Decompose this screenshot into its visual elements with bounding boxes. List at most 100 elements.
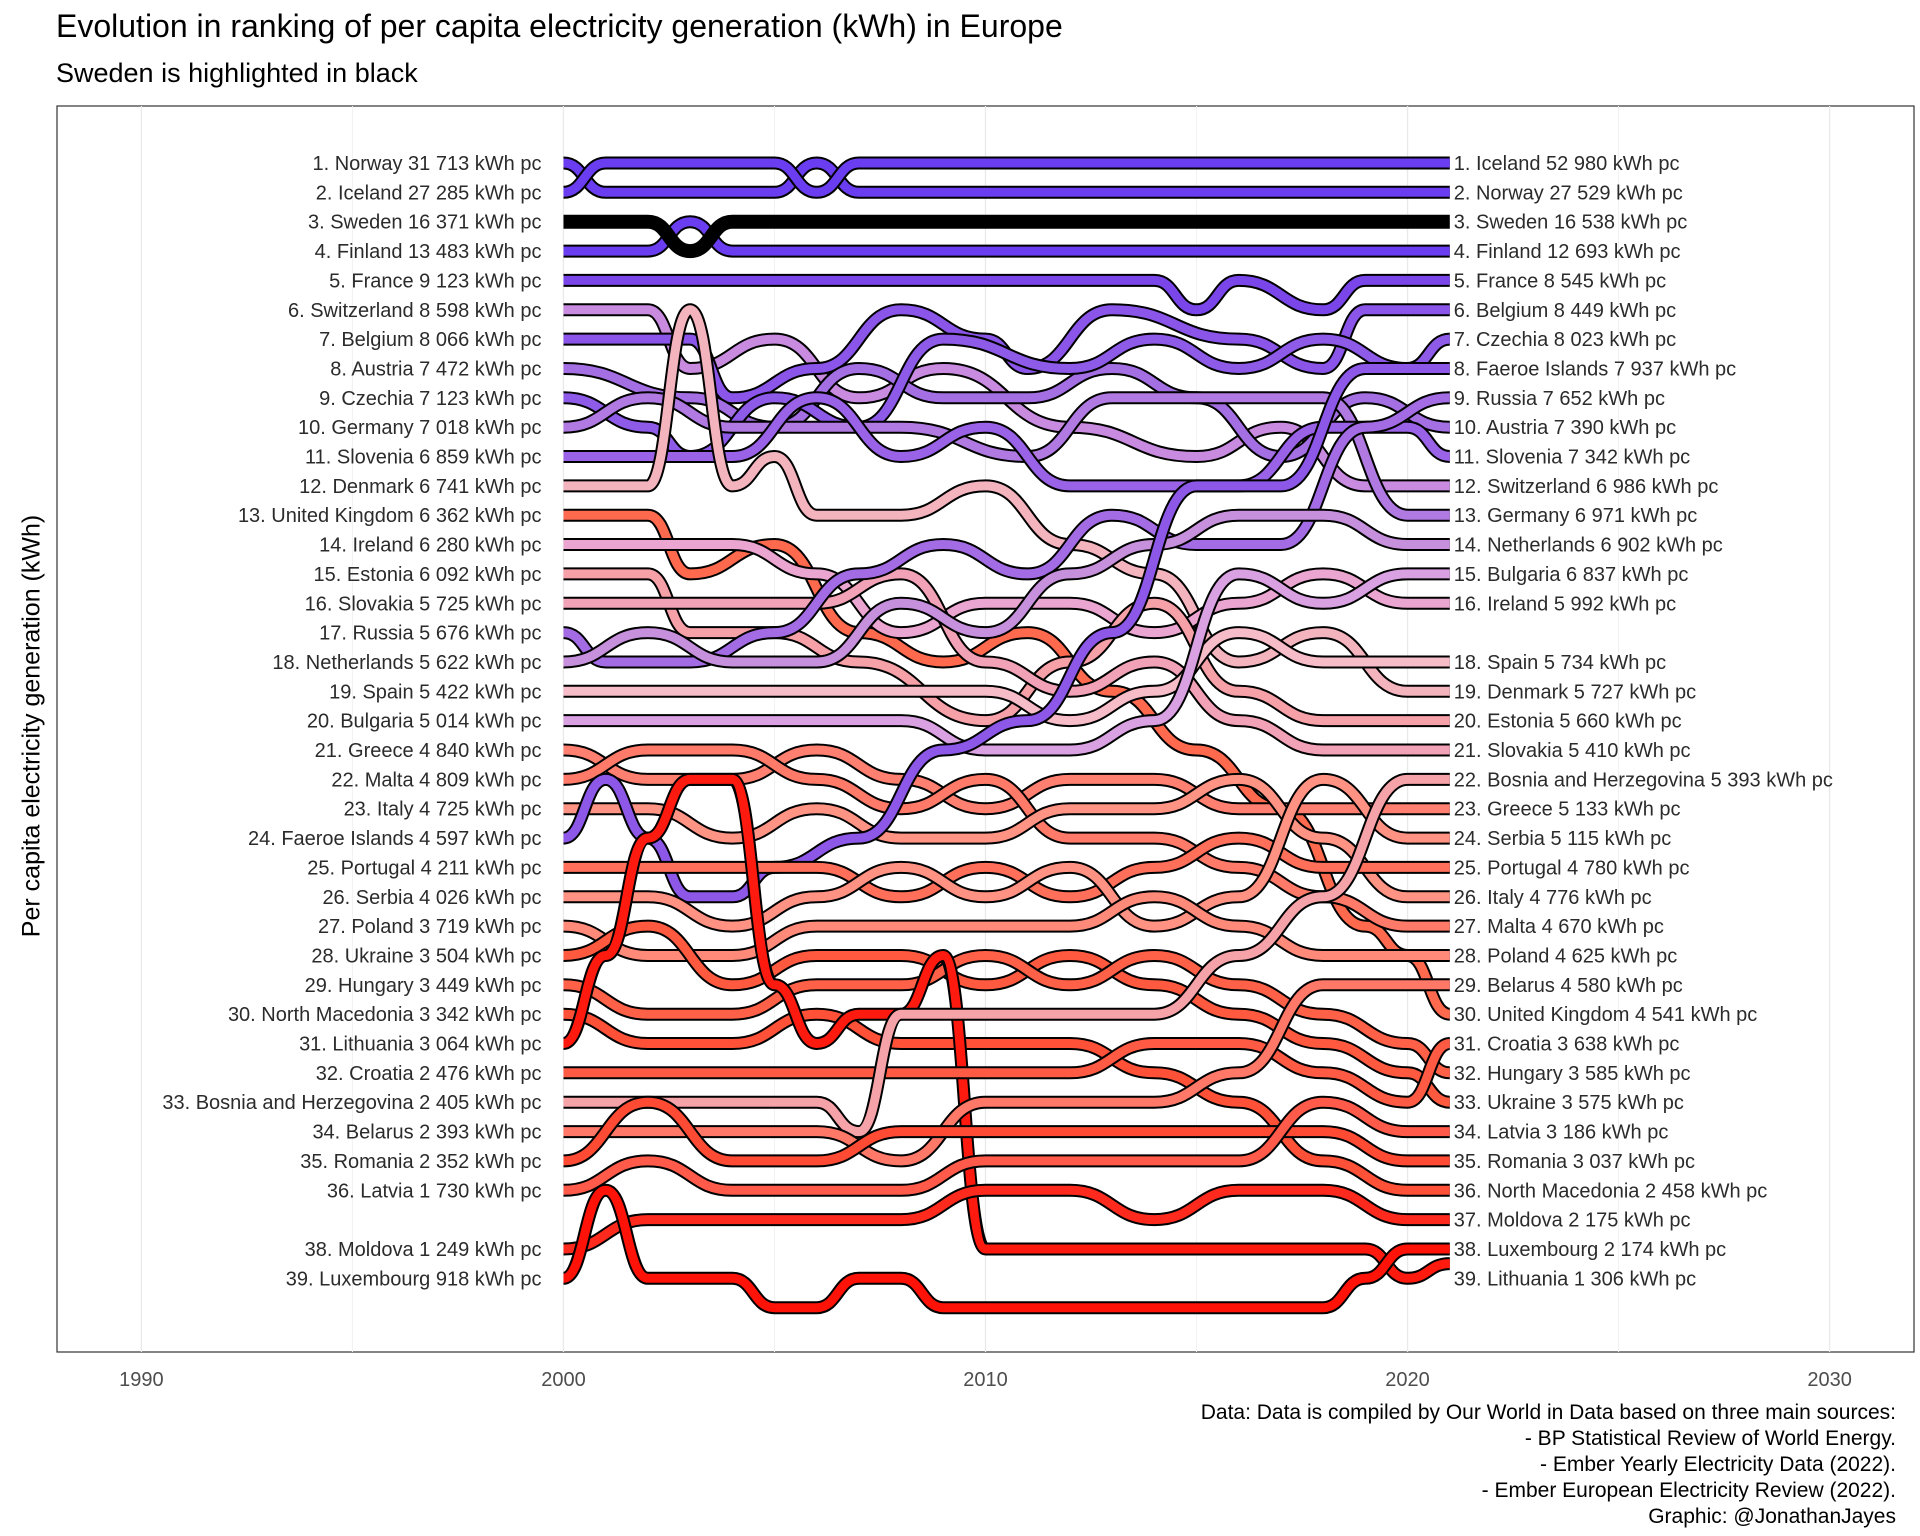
start-label: 12. Denmark 6 741 kWh pc <box>299 476 541 498</box>
series-italy <box>563 772 1450 904</box>
end-label: 32. Hungary 3 585 kWh pc <box>1454 1063 1691 1085</box>
series-line <box>563 305 1450 696</box>
end-label: 23. Greece 5 133 kWh pc <box>1454 799 1681 821</box>
caption: Data: Data is compiled by Our World in D… <box>1201 1400 1896 1530</box>
start-label: 17. Russia 5 676 kWh pc <box>319 623 541 645</box>
series-united-kingdom <box>563 508 1452 1021</box>
series-spain <box>563 626 1450 728</box>
start-label: 16. Slovakia 5 725 kWh pc <box>305 593 542 615</box>
end-label: 1. Iceland 52 980 kWh pc <box>1454 153 1680 175</box>
series-line <box>563 774 1450 931</box>
start-label: 1. Norway 31 713 kWh pc <box>312 153 541 175</box>
end-label: 39. Lithuania 1 306 kWh pc <box>1454 1268 1696 1290</box>
start-label: 6. Switzerland 8 598 kWh pc <box>288 300 541 322</box>
end-label: 26. Italy 4 776 kWh pc <box>1454 887 1652 909</box>
start-label: 26. Serbia 4 026 kWh pc <box>322 887 541 909</box>
start-label: 2. Iceland 27 285 kWh pc <box>316 182 542 204</box>
end-label: 16. Ireland 5 992 kWh pc <box>1454 593 1676 615</box>
start-label: 5. France 9 123 kWh pc <box>329 270 541 292</box>
end-label: 24. Serbia 5 115 kWh pc <box>1454 828 1672 850</box>
series-line <box>562 1185 1450 1313</box>
end-label: 4. Finland 12 693 kWh pc <box>1454 241 1681 263</box>
series-line <box>563 1009 1450 1195</box>
x-tick-label: 2010 <box>963 1369 1008 1391</box>
caption-line: - BP Statistical Review of World Energy. <box>1524 1427 1896 1450</box>
series-netherlands <box>563 508 1450 669</box>
start-label: 14. Ireland 6 280 kWh pc <box>319 535 541 557</box>
start-label: 15. Estonia 6 092 kWh pc <box>314 564 542 586</box>
series-croatia <box>563 1036 1452 1109</box>
series-line <box>563 1038 1451 1107</box>
end-label: 28. Poland 4 625 kWh pc <box>1454 945 1677 967</box>
start-label: 31. Lithuania 3 064 kWh pc <box>299 1034 541 1056</box>
start-label: 4. Finland 13 483 kWh pc <box>315 241 542 263</box>
series-line <box>563 892 1450 961</box>
series-line <box>563 510 1450 667</box>
series-ukraine <box>563 919 1451 1109</box>
series-finland <box>563 215 1450 258</box>
end-label: 10. Austria 7 390 kWh pc <box>1454 417 1676 439</box>
caption-line: - Ember Yearly Electricity Data (2022). <box>1540 1453 1896 1476</box>
series-line <box>563 214 1450 259</box>
series-line <box>563 569 1450 755</box>
start-label: 28. Ukraine 3 504 kWh pc <box>311 945 541 967</box>
caption-line: Graphic: @JonathanJayes <box>1648 1505 1896 1528</box>
end-label: 13. Germany 6 971 kWh pc <box>1454 505 1697 527</box>
x-tick-label: 1990 <box>119 1369 164 1391</box>
end-label: 3. Sweden 16 538 kWh pc <box>1454 212 1687 234</box>
start-label: 20. Bulgaria 5 014 kWh pc <box>307 711 542 733</box>
end-label: 5. France 8 545 kWh pc <box>1454 270 1666 292</box>
start-label: 3. Sweden 16 371 kWh pc <box>308 212 541 234</box>
end-label: 21. Slovakia 5 410 kWh pc <box>1454 740 1691 762</box>
end-label: 2. Norway 27 529 kWh pc <box>1454 182 1683 204</box>
start-label: 8. Austria 7 472 kWh pc <box>330 358 541 380</box>
series-bosnia-and-herzegovina <box>563 772 1450 1139</box>
end-label: 8. Faeroe Islands 7 937 kWh pc <box>1454 358 1736 380</box>
end-label: 35. Romania 3 037 kWh pc <box>1454 1151 1695 1173</box>
start-label: 21. Greece 4 840 kWh pc <box>315 740 542 762</box>
series-line <box>563 275 1450 315</box>
end-label: 25. Portugal 4 780 kWh pc <box>1454 857 1690 879</box>
caption-line: Data: Data is compiled by Our World in D… <box>1200 1401 1896 1424</box>
series-north-macedonia <box>563 1007 1450 1197</box>
start-label: 35. Romania 2 352 kWh pc <box>300 1151 541 1173</box>
start-label: 32. Croatia 2 476 kWh pc <box>316 1063 542 1085</box>
start-label: 38. Moldova 1 249 kWh pc <box>305 1239 542 1261</box>
end-label: 36. North Macedonia 2 458 kWh pc <box>1454 1180 1768 1202</box>
series-line <box>563 951 1451 1078</box>
series-line <box>563 217 1450 256</box>
series-sweden <box>563 214 1450 259</box>
series-bulgaria <box>563 567 1450 757</box>
series-line <box>562 363 1450 902</box>
end-label: 38. Luxembourg 2 174 kWh pc <box>1454 1239 1726 1261</box>
series-norway <box>562 156 1450 199</box>
end-label: 37. Moldova 2 175 kWh pc <box>1454 1210 1691 1232</box>
series-lithuania <box>561 772 1451 1285</box>
end-label: 9. Russia 7 652 kWh pc <box>1454 388 1665 410</box>
end-label: 7. Czechia 8 023 kWh pc <box>1454 329 1676 351</box>
series-poland <box>563 890 1450 963</box>
start-labels: 1. Norway 31 713 kWh pc 2. Iceland 27 285… <box>162 153 541 1290</box>
end-label: 31. Croatia 3 638 kWh pc <box>1454 1034 1680 1056</box>
end-label: 14. Netherlands 6 902 kWh pc <box>1454 535 1723 557</box>
start-label: 29. Hungary 3 449 kWh pc <box>305 975 542 997</box>
end-labels: 1. Iceland 52 980 kWh pc 2. Norway 27 529… <box>1454 153 1833 1290</box>
end-label: 33. Ukraine 3 575 kWh pc <box>1454 1092 1684 1114</box>
series-lines <box>561 156 1452 1315</box>
start-label: 23. Italy 4 725 kWh pc <box>344 799 542 821</box>
start-label: 18. Netherlands 5 622 kWh pc <box>272 652 541 674</box>
series-iceland <box>562 156 1450 199</box>
start-label: 10. Germany 7 018 kWh pc <box>298 417 541 439</box>
start-label: 34. Belarus 2 393 kWh pc <box>312 1122 541 1144</box>
chart-subtitle: Sweden is highlighted in black <box>56 58 418 88</box>
series-line <box>563 921 1451 1107</box>
series-line <box>563 980 1450 1166</box>
series-line <box>563 1097 1450 1166</box>
end-label: 27. Malta 4 670 kWh pc <box>1454 916 1664 938</box>
start-label: 19. Spain 5 422 kWh pc <box>329 681 541 703</box>
end-label: 22. Bosnia and Herzegovina 5 393 kWh pc <box>1454 769 1833 791</box>
end-label: 34. Latvia 3 186 kWh pc <box>1454 1122 1669 1144</box>
start-label: 7. Belgium 8 066 kWh pc <box>319 329 541 351</box>
series-line <box>563 569 1450 726</box>
series-line <box>563 1185 1450 1254</box>
